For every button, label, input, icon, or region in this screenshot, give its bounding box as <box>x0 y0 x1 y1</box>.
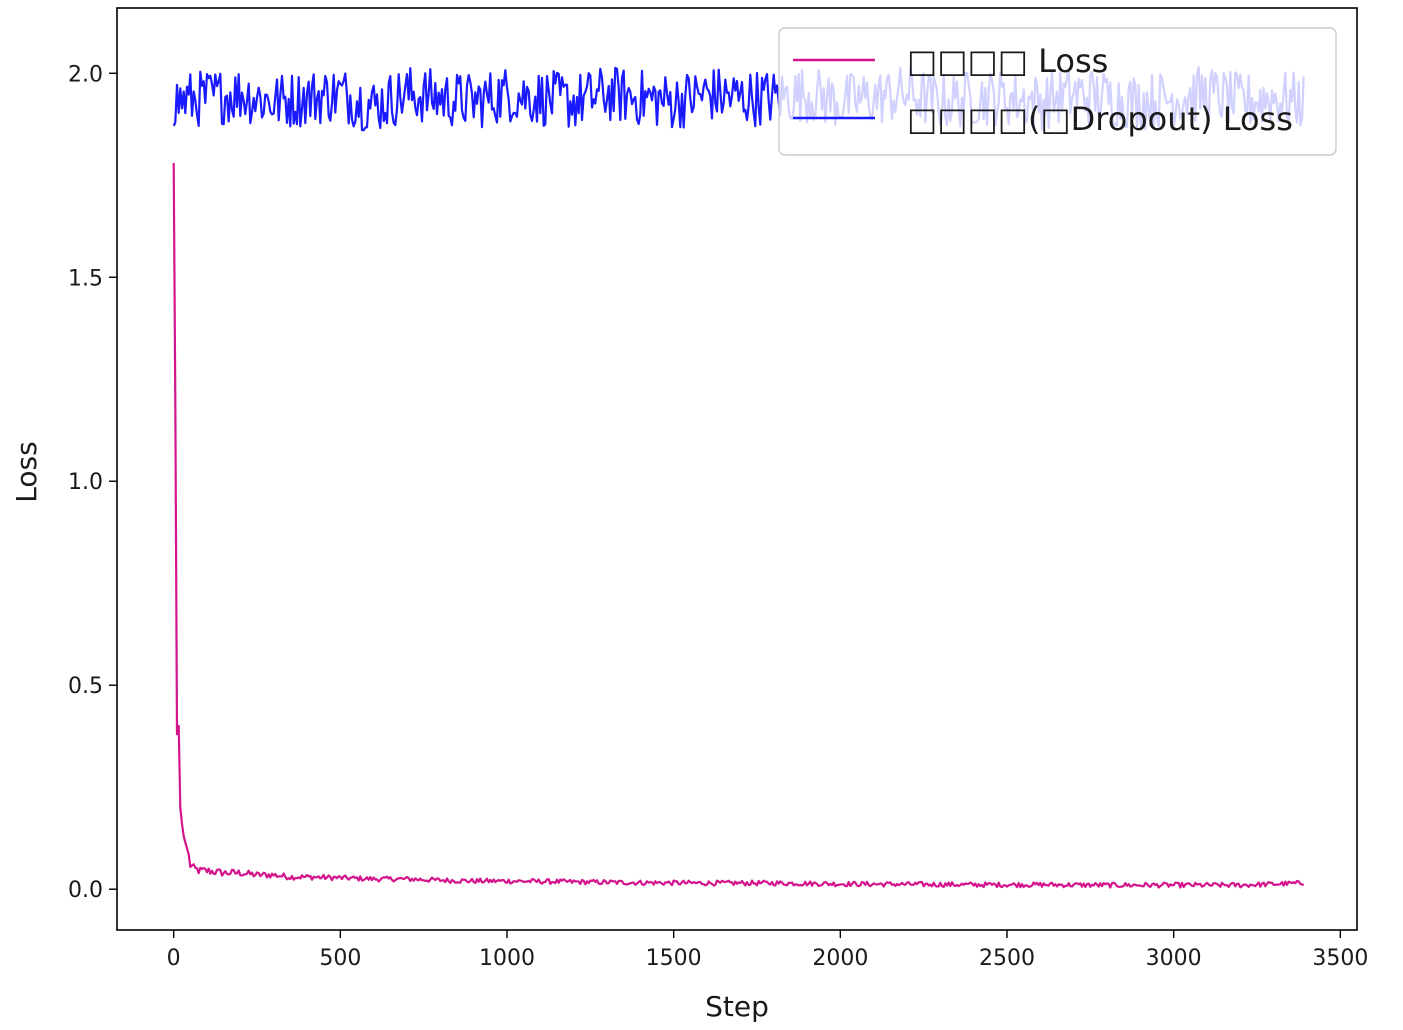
legend-entry-label: □□□□(□Dropout) Loss <box>907 100 1293 138</box>
x-tick-label: 500 <box>319 946 361 971</box>
legend: □□□□ Loss □□□□(□Dropout) Loss <box>778 27 1337 156</box>
plot-frame <box>116 7 1358 931</box>
legend-entry-label: □□□□ Loss <box>907 42 1108 80</box>
y-tick-label: 2.0 <box>68 62 103 87</box>
plot-area <box>117 8 1357 930</box>
x-tick-label: 1000 <box>479 946 535 971</box>
x-tick-label: 2500 <box>979 946 1035 971</box>
x-axis-ticks: 0 500 1000 1500 2000 2500 3000 3500 <box>167 930 1368 971</box>
y-tick-label: 0.5 <box>68 674 103 699</box>
series-line-train-loss <box>172 162 1305 889</box>
x-tick-label: 3500 <box>1312 946 1368 971</box>
y-tick-label: 1.0 <box>68 470 103 495</box>
x-tick-label: 1500 <box>646 946 702 971</box>
x-tick-label: 0 <box>167 946 181 971</box>
y-tick-label: 0.0 <box>68 878 103 903</box>
y-tick-label: 1.5 <box>68 266 103 291</box>
y-axis-label: Loss <box>10 441 43 502</box>
legend-box <box>778 27 1337 156</box>
x-axis-label: Step <box>705 990 769 1023</box>
x-tick-label: 2000 <box>812 946 868 971</box>
y-axis-ticks: 0.0 0.5 1.0 1.5 2.0 <box>68 62 117 903</box>
x-tick-label: 3000 <box>1146 946 1202 971</box>
